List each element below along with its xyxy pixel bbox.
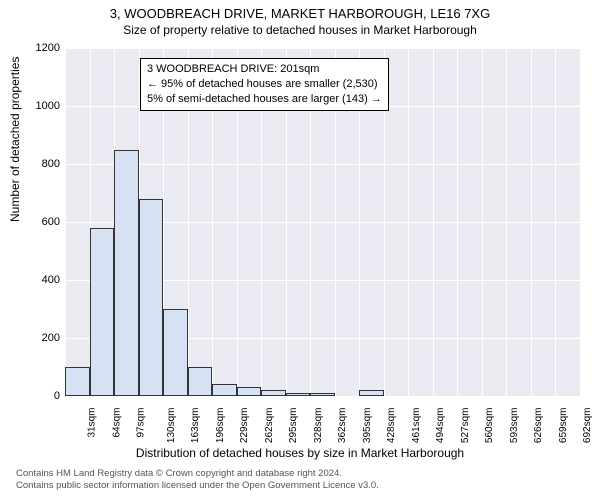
- footer: Contains HM Land Registry data © Crown c…: [16, 468, 379, 493]
- gridline-v: [506, 48, 507, 396]
- gridline-v: [65, 48, 66, 396]
- chart-subtitle: Size of property relative to detached ho…: [0, 21, 600, 37]
- y-axis-label: Number of detached properties: [8, 57, 22, 222]
- ytick-label: 0: [20, 390, 60, 402]
- xtick-label: 461sqm: [411, 408, 422, 444]
- histogram-bar: [114, 150, 139, 397]
- chart-container: 3, WOODBREACH DRIVE, MARKET HARBOROUGH, …: [0, 0, 600, 500]
- xtick-label: 64sqm: [111, 408, 122, 438]
- ytick-label: 800: [20, 158, 60, 170]
- chart-title: 3, WOODBREACH DRIVE, MARKET HARBOROUGH, …: [0, 0, 600, 21]
- ytick-label: 200: [20, 332, 60, 344]
- xtick-label: 262sqm: [264, 408, 275, 444]
- xtick-label: 593sqm: [509, 408, 520, 444]
- gridline-v: [531, 48, 532, 396]
- xtick-label: 31sqm: [87, 408, 98, 438]
- footer-line1: Contains HM Land Registry data © Crown c…: [16, 468, 379, 480]
- callout-line3: 5% of semi-detached houses are larger (1…: [147, 92, 382, 107]
- xtick-label: 362sqm: [337, 408, 348, 444]
- xtick-label: 196sqm: [215, 408, 226, 444]
- histogram-bar: [359, 390, 384, 396]
- histogram-bar: [286, 393, 311, 396]
- gridline-v: [408, 48, 409, 396]
- callout-line1: 3 WOODBREACH DRIVE: 201sqm: [147, 62, 382, 77]
- histogram-bar: [310, 393, 335, 396]
- gridline-v: [482, 48, 483, 396]
- ytick-label: 600: [20, 216, 60, 228]
- xtick-label: 659sqm: [558, 408, 569, 444]
- callout-line2: ← 95% of detached houses are smaller (2,…: [147, 77, 382, 92]
- xtick-label: 130sqm: [166, 408, 177, 444]
- xtick-label: 527sqm: [460, 408, 471, 444]
- xtick-label: 692sqm: [583, 408, 594, 444]
- histogram-bar: [163, 309, 188, 396]
- histogram-bar: [237, 387, 262, 396]
- histogram-bar: [261, 390, 286, 396]
- gridline-h: [65, 164, 580, 165]
- histogram-bar: [90, 228, 115, 396]
- xtick-label: 295sqm: [288, 408, 299, 444]
- ytick-label: 1200: [20, 42, 60, 54]
- histogram-bar: [212, 384, 237, 396]
- ytick-label: 1000: [20, 100, 60, 112]
- histogram-bar: [65, 367, 90, 396]
- histogram-bar: [188, 367, 213, 396]
- xtick-label: 163sqm: [190, 408, 201, 444]
- xtick-label: 229sqm: [239, 408, 250, 444]
- ytick-label: 400: [20, 274, 60, 286]
- xtick-label: 97sqm: [136, 408, 147, 438]
- callout-box: 3 WOODBREACH DRIVE: 201sqm ← 95% of deta…: [140, 58, 389, 111]
- xtick-label: 428sqm: [386, 408, 397, 444]
- gridline-h: [65, 396, 580, 397]
- xtick-label: 328sqm: [313, 408, 324, 444]
- x-axis-label: Distribution of detached houses by size …: [0, 446, 600, 460]
- gridline-h: [65, 48, 580, 49]
- gridline-v: [433, 48, 434, 396]
- gridline-v: [457, 48, 458, 396]
- xtick-label: 626sqm: [534, 408, 545, 444]
- xtick-label: 560sqm: [484, 408, 495, 444]
- xtick-label: 395sqm: [362, 408, 373, 444]
- xtick-label: 494sqm: [435, 408, 446, 444]
- histogram-bar: [139, 199, 164, 396]
- gridline-v: [555, 48, 556, 396]
- footer-line2: Contains public sector information licen…: [16, 480, 379, 492]
